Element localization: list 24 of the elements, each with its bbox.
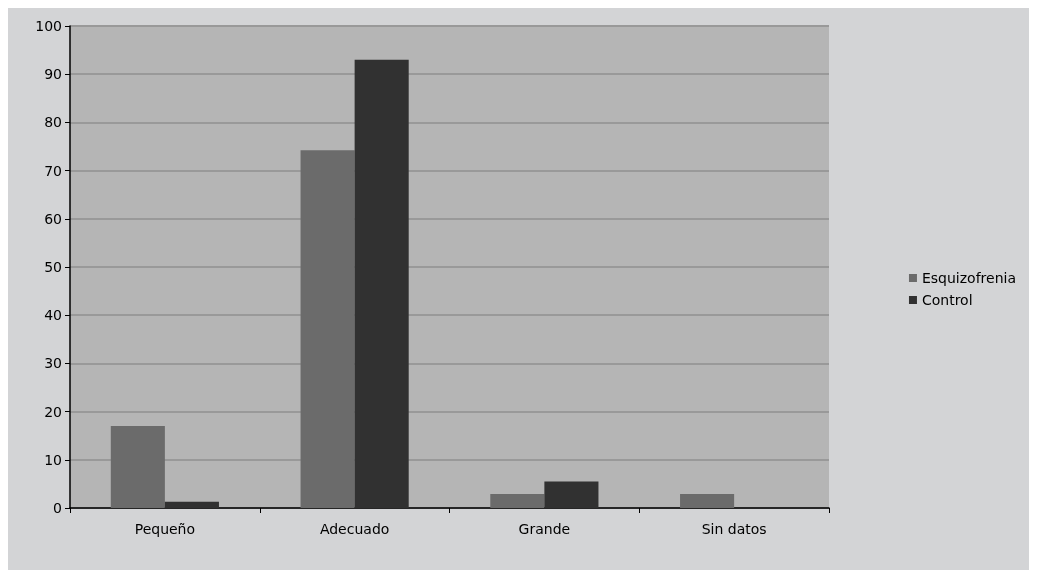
y-tick-label: 100 (35, 18, 62, 34)
y-tick-label: 0 (53, 500, 62, 516)
bar (354, 59, 409, 508)
bar (300, 150, 355, 508)
y-tick-label: 60 (44, 210, 62, 227)
y-tick-label: 30 (44, 355, 62, 372)
y-tick-label: 40 (44, 307, 62, 324)
x-tick-label: Pequeño (134, 521, 196, 537)
legend-label: Control (921, 292, 973, 308)
y-tick-label: 70 (44, 162, 62, 179)
y-tick-label: 50 (44, 259, 62, 275)
x-tick-label: Grande (518, 521, 571, 537)
y-tick-label: 10 (44, 451, 62, 468)
y-tick-label: 90 (44, 66, 62, 83)
x-tick-label: Sin datos (701, 521, 767, 537)
bar (490, 494, 545, 508)
bar (164, 501, 219, 508)
bar (110, 426, 165, 508)
bar (544, 481, 599, 508)
x-tick-label: Adecuado (319, 521, 390, 537)
y-tick-label: 80 (44, 114, 62, 131)
bar (680, 494, 735, 508)
legend-label: Esquizofrenia (921, 270, 1017, 286)
y-tick-label: 20 (44, 403, 62, 420)
